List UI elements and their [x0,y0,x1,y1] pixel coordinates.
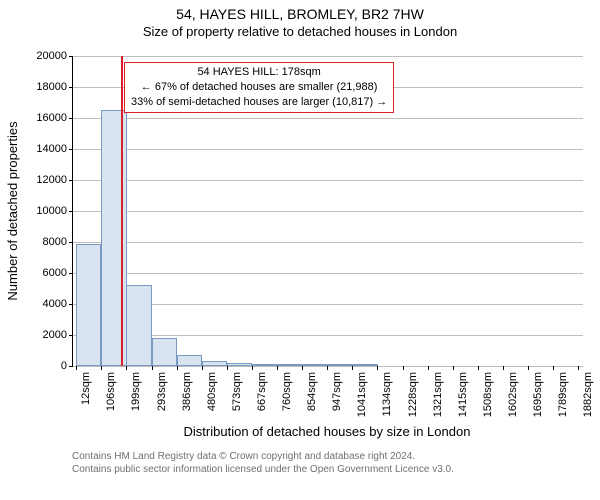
x-tick-label: 480sqm [206,372,218,411]
x-tick-label: 1695sqm [532,372,544,417]
y-tick-label: 16000 [36,112,73,124]
x-tick [578,366,579,370]
x-tick-label: 199sqm [130,372,142,411]
x-tick-label: 1321sqm [432,372,444,417]
gridline [73,273,583,274]
x-tick [101,366,102,370]
x-tick [478,366,479,370]
gridline [73,149,583,150]
gridline [73,56,583,57]
histogram-bar [327,364,352,366]
x-tick-label: 386sqm [181,372,193,411]
x-tick [126,366,127,370]
histogram-bar [202,361,227,366]
x-axis-label: Distribution of detached houses by size … [72,424,582,439]
page-title: 54, HAYES HILL, BROMLEY, BR2 7HW [0,6,600,22]
footer-attribution: Contains HM Land Registry data © Crown c… [72,450,454,476]
x-tick [528,366,529,370]
y-tick-label: 14000 [36,143,73,155]
x-tick-label: 573sqm [231,372,243,411]
x-tick-label: 1228sqm [407,372,419,417]
y-tick-label: 4000 [43,298,73,310]
histogram-bar [152,338,177,366]
x-tick-label: 293sqm [156,372,168,411]
gridline [73,118,583,119]
x-tick-label: 760sqm [281,372,293,411]
gridline [73,211,583,212]
x-tick [202,366,203,370]
x-tick-label: 1415sqm [457,372,469,417]
histogram-bar [227,363,252,366]
annotation-box: 54 HAYES HILL: 178sqm← 67% of detached h… [124,62,394,113]
y-axis-label: Number of detached properties [5,121,20,300]
x-tick [453,366,454,370]
histogram-bar [302,364,327,366]
histogram-bar [252,364,277,366]
x-tick-label: 106sqm [105,372,117,411]
x-tick [76,366,77,370]
y-tick-label: 10000 [36,205,73,217]
y-tick-label: 20000 [36,50,73,62]
x-tick [252,366,253,370]
annotation-line-3: 33% of semi-detached houses are larger (… [131,95,387,110]
x-tick [277,366,278,370]
histogram-bar [101,110,126,366]
x-tick [352,366,353,370]
x-tick [553,366,554,370]
histogram-bar [277,364,302,366]
x-tick-label: 947sqm [331,372,343,411]
x-tick-label: 1602sqm [507,372,519,417]
y-tick-label: 2000 [43,329,73,341]
x-tick-label: 1508sqm [482,372,494,417]
x-tick [152,366,153,370]
x-tick-label: 667sqm [256,372,268,411]
x-tick-label: 1882sqm [582,372,594,417]
x-tick [177,366,178,370]
annotation-line-1: 54 HAYES HILL: 178sqm [131,65,387,80]
histogram-bar [126,285,151,366]
chart-plot-area: 0200040006000800010000120001400016000180… [72,56,583,367]
annotation-line-2: ← 67% of detached houses are smaller (21… [131,80,387,95]
gridline [73,180,583,181]
x-tick [503,366,504,370]
footer-line-2: Contains public sector information licen… [72,463,454,476]
histogram-bar [76,244,101,366]
histogram-bar [352,364,377,366]
y-tick-label: 8000 [43,236,73,248]
x-tick-label: 854sqm [306,372,318,411]
x-tick [377,366,378,370]
x-tick [428,366,429,370]
x-tick [327,366,328,370]
y-tick-label: 12000 [36,174,73,186]
page-subtitle: Size of property relative to detached ho… [0,24,600,39]
x-tick-label: 1041sqm [356,372,368,417]
x-tick [227,366,228,370]
y-tick-label: 18000 [36,81,73,93]
y-tick-label: 0 [61,360,73,372]
property-marker-line [121,56,123,366]
x-tick [403,366,404,370]
gridline [73,242,583,243]
footer-line-1: Contains HM Land Registry data © Crown c… [72,450,454,463]
histogram-bar [177,355,202,366]
x-tick-label: 1134sqm [381,372,393,416]
y-tick-label: 6000 [43,267,73,279]
x-tick-label: 12sqm [80,372,92,405]
x-tick-label: 1789sqm [557,372,569,417]
x-tick [302,366,303,370]
